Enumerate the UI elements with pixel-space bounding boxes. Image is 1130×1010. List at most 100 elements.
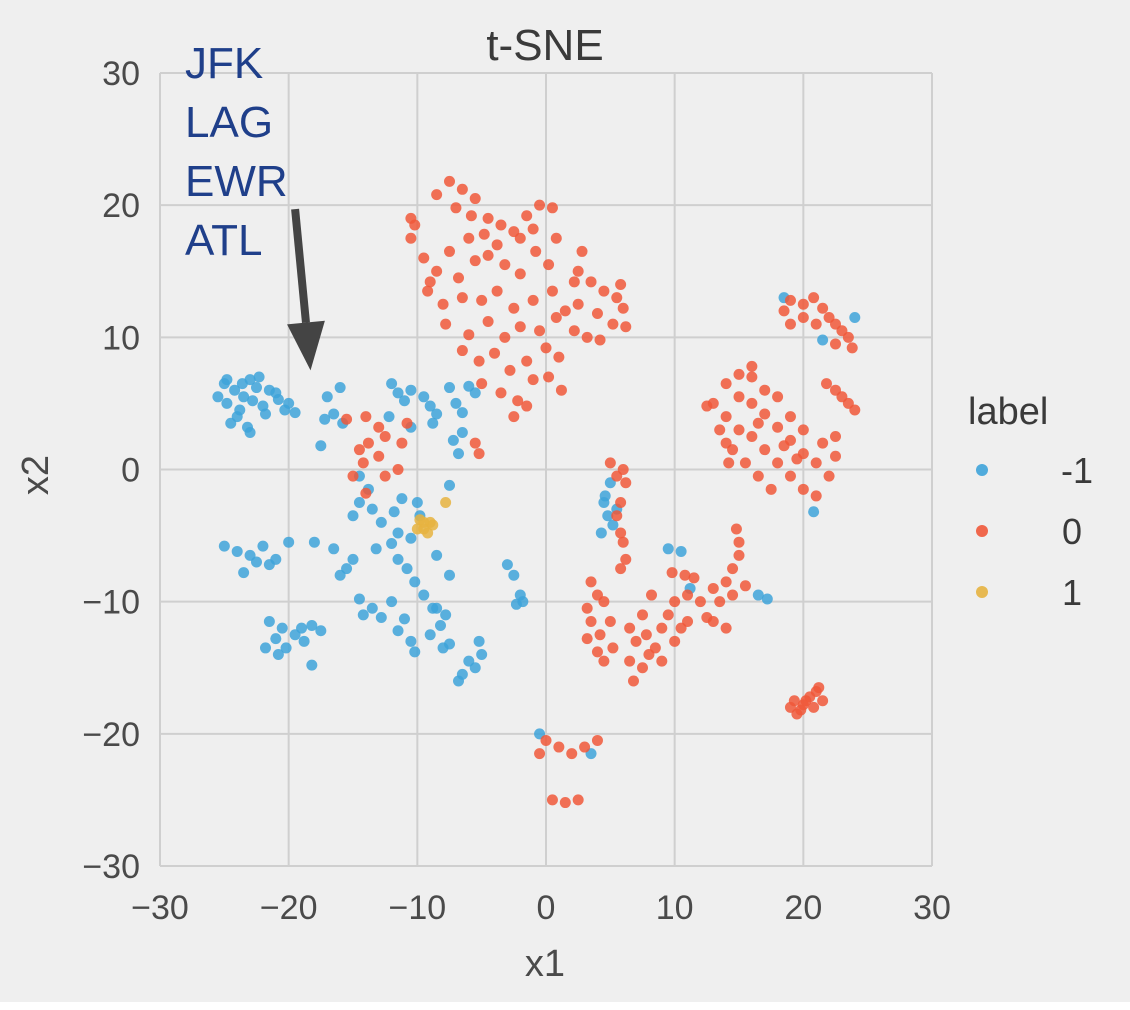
- scatter-point-neg1: [375, 516, 387, 528]
- scatter-point-neg1: [434, 619, 446, 631]
- scatter-point-0: [784, 318, 796, 330]
- scatter-point-0: [431, 265, 443, 277]
- scatter-point-0: [534, 199, 546, 211]
- scatter-point-0: [392, 464, 404, 475]
- scatter-point-0: [594, 629, 606, 641]
- scatter-point-0: [682, 589, 694, 601]
- scatter-point-0: [752, 417, 764, 429]
- scatter-point-neg1: [272, 649, 284, 661]
- scatter-point-neg1: [236, 378, 248, 390]
- scatter-point-neg1: [473, 635, 485, 647]
- scatter-point-neg1: [405, 635, 417, 647]
- scatter-point-0: [739, 580, 751, 592]
- scatter-point-neg1: [308, 536, 320, 548]
- scatter-point-neg1: [662, 543, 674, 555]
- scatter-point-neg1: [386, 378, 398, 390]
- scatter-point-neg1: [808, 506, 820, 518]
- scatter-point-neg1: [444, 638, 455, 650]
- scatter-point-0: [499, 259, 511, 271]
- scatter-point-0: [669, 635, 681, 647]
- x-tick-label: −30: [131, 889, 189, 927]
- scatter-point-0: [357, 457, 369, 469]
- scatter-point-neg1: [418, 391, 430, 403]
- scatter-point-neg1: [260, 642, 272, 654]
- scatter-point-neg1: [444, 479, 455, 491]
- annotation-line: LAG: [185, 98, 273, 147]
- scatter-point-neg1: [306, 659, 318, 671]
- scatter-point-0: [559, 797, 571, 809]
- scatter-point-neg1: [251, 382, 262, 394]
- scatter-point-0: [617, 464, 629, 475]
- y-tick-label: −20: [82, 716, 140, 754]
- scatter-point-neg1: [347, 553, 359, 565]
- scatter-point-neg1: [283, 536, 295, 548]
- scatter-point-0: [656, 622, 668, 634]
- scatter-point-1: [427, 519, 439, 531]
- scatter-point-0: [453, 272, 465, 284]
- scatter-point-0: [656, 655, 668, 667]
- scatter-point-0: [444, 245, 455, 257]
- scatter-point-0: [746, 371, 758, 383]
- scatter-point-0: [504, 364, 516, 376]
- scatter-point-neg1: [388, 506, 400, 518]
- scatter-point-0: [788, 695, 800, 707]
- scatter-point-0: [521, 400, 533, 412]
- scatter-point-neg1: [444, 382, 455, 394]
- scatter-point-neg1: [386, 538, 398, 550]
- scatter-point-0: [830, 450, 841, 462]
- scatter-point-0: [521, 210, 533, 222]
- scatter-point-neg1: [238, 391, 250, 403]
- scatter-point-0: [581, 633, 593, 645]
- scatter-point-0: [543, 259, 555, 271]
- scatter-point-0: [489, 347, 501, 359]
- scatter-point-0: [566, 748, 578, 760]
- scatter-point-neg1: [405, 532, 417, 544]
- annotation-line: ATL: [185, 216, 262, 265]
- scatter-point-0: [463, 329, 475, 341]
- scatter-point-0: [778, 440, 790, 452]
- scatter-point-neg1: [279, 404, 291, 416]
- scatter-point-0: [830, 338, 841, 350]
- scatter-point-neg1: [453, 675, 465, 687]
- scatter-point-0: [495, 387, 507, 399]
- scatter-point-0: [617, 536, 629, 548]
- scatter-point-0: [627, 675, 639, 687]
- scatter-point-0: [784, 411, 796, 423]
- scatter-point-0: [527, 294, 539, 306]
- scatter-point-neg1: [247, 395, 259, 407]
- scatter-point-0: [482, 249, 494, 261]
- scatter-point-neg1: [370, 543, 382, 555]
- scatter-point-0: [405, 232, 417, 244]
- scatter-point-neg1: [334, 569, 346, 581]
- scatter-point-neg1: [427, 417, 439, 429]
- scatter-point-neg1: [424, 629, 436, 641]
- scatter-point-neg1: [599, 490, 611, 502]
- scatter-point-0: [362, 437, 374, 449]
- scatter-point-neg1: [409, 646, 421, 658]
- scatter-point-0: [440, 318, 452, 330]
- scatter-point-0: [598, 596, 610, 608]
- x-tick-label: −10: [388, 889, 446, 927]
- scatter-point-0: [594, 334, 606, 346]
- annotation-arrow-head: [287, 320, 325, 371]
- scatter-point-neg1: [752, 589, 764, 601]
- scatter-point-neg1: [229, 384, 241, 396]
- scatter-point-0: [733, 424, 745, 436]
- scatter-point-0: [540, 734, 552, 746]
- scatter-point-neg1: [396, 493, 408, 505]
- x-tick-label: 30: [913, 889, 951, 927]
- scatter-point-0: [456, 183, 468, 195]
- scatter-point-0: [456, 345, 468, 357]
- scatter-point-0: [482, 315, 494, 327]
- scatter-points: [212, 175, 861, 809]
- scatter-point-0: [572, 794, 584, 806]
- scatter-point-0: [620, 553, 632, 565]
- scatter-point-0: [555, 384, 567, 396]
- annotation-arrow-shaft: [291, 208, 310, 323]
- scatter-point-neg1: [212, 391, 224, 403]
- scatter-point-neg1: [270, 553, 282, 565]
- scatter-point-0: [347, 470, 359, 482]
- scatter-point-0: [444, 175, 455, 187]
- scatter-point-0: [437, 298, 449, 310]
- scatter-point-0: [579, 741, 591, 753]
